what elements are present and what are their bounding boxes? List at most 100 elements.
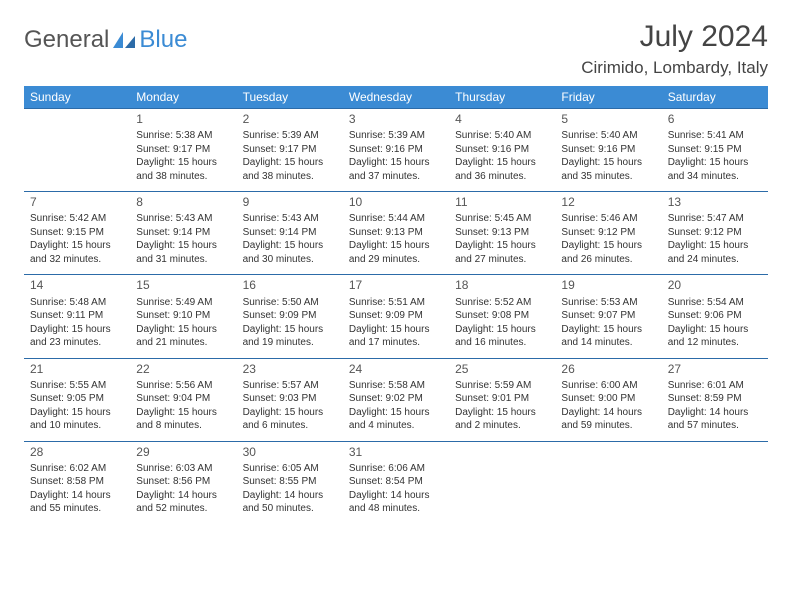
daylight-line: Daylight: 15 hours and 19 minutes.	[243, 323, 337, 350]
daylight-line: Daylight: 15 hours and 4 minutes.	[349, 406, 443, 433]
daylight-line: Daylight: 15 hours and 10 minutes.	[30, 406, 124, 433]
sunset-line: Sunset: 9:02 PM	[349, 392, 443, 406]
daylight-line: Daylight: 15 hours and 31 minutes.	[136, 239, 230, 266]
sunrise-line: Sunrise: 5:43 AM	[136, 212, 230, 226]
calendar-day-cell: 11Sunrise: 5:45 AMSunset: 9:13 PMDayligh…	[449, 192, 555, 275]
calendar-day-cell: 10Sunrise: 5:44 AMSunset: 9:13 PMDayligh…	[343, 192, 449, 275]
sunset-line: Sunset: 9:11 PM	[30, 309, 124, 323]
day-number: 8	[136, 194, 230, 210]
daylight-line: Daylight: 15 hours and 37 minutes.	[349, 156, 443, 183]
daylight-line: Daylight: 15 hours and 27 minutes.	[455, 239, 549, 266]
calendar-day-cell: 7Sunrise: 5:42 AMSunset: 9:15 PMDaylight…	[24, 192, 130, 275]
day-number: 6	[668, 111, 762, 127]
day-number: 25	[455, 361, 549, 377]
daylight-line: Daylight: 14 hours and 50 minutes.	[243, 489, 337, 516]
sunset-line: Sunset: 9:00 PM	[561, 392, 655, 406]
daylight-line: Daylight: 15 hours and 32 minutes.	[30, 239, 124, 266]
calendar-day-cell: 3Sunrise: 5:39 AMSunset: 9:16 PMDaylight…	[343, 109, 449, 192]
calendar-day-cell: 8 Sunrise: 5:43 AMSunset: 9:14 PMDaylight…	[130, 192, 236, 275]
day-number: 11	[455, 194, 549, 210]
sunset-line: Sunset: 9:09 PM	[243, 309, 337, 323]
calendar-day-cell: 18 Sunrise: 5:52 AMSunset: 9:08 PMDayligh…	[449, 275, 555, 358]
day-number: 31	[349, 444, 443, 460]
day-number: 17	[349, 277, 443, 293]
sunset-line: Sunset: 9:07 PM	[561, 309, 655, 323]
calendar-blank-cell	[24, 109, 130, 192]
calendar-day-cell: 14Sunrise: 5:48 AMSunset: 9:11 PMDayligh…	[24, 275, 130, 358]
sunset-line: Sunset: 9:17 PM	[136, 143, 230, 157]
calendar-day-cell: 2Sunrise: 5:39 AMSunset: 9:17 PMDaylight…	[237, 109, 343, 192]
weekday-header: Friday	[555, 86, 661, 109]
sunset-line: Sunset: 9:16 PM	[455, 143, 549, 157]
sunrise-line: Sunrise: 5:39 AM	[243, 129, 337, 143]
calendar-day-cell: 9Sunrise: 5:43 AMSunset: 9:14 PMDaylight…	[237, 192, 343, 275]
sunrise-line: Sunrise: 6:02 AM	[30, 462, 124, 476]
day-number: 30	[243, 444, 337, 460]
day-number: 9	[243, 194, 337, 210]
sunset-line: Sunset: 9:14 PM	[243, 226, 337, 240]
sunrise-line: Sunrise: 6:01 AM	[668, 379, 762, 393]
sunrise-line: Sunrise: 5:46 AM	[561, 212, 655, 226]
daylight-line: Daylight: 14 hours and 52 minutes.	[136, 489, 230, 516]
daylight-line: Daylight: 15 hours and 26 minutes.	[561, 239, 655, 266]
day-number: 26	[561, 361, 655, 377]
daylight-line: Daylight: 15 hours and 21 minutes.	[136, 323, 230, 350]
daylight-line: Daylight: 15 hours and 30 minutes.	[243, 239, 337, 266]
sunset-line: Sunset: 8:56 PM	[136, 475, 230, 489]
calendar-day-cell: 6Sunrise: 5:41 AMSunset: 9:15 PMDaylight…	[662, 109, 768, 192]
day-number: 5	[561, 111, 655, 127]
sunset-line: Sunset: 9:08 PM	[455, 309, 549, 323]
day-number: 2	[243, 111, 337, 127]
daylight-line: Daylight: 15 hours and 12 minutes.	[668, 323, 762, 350]
daylight-line: Daylight: 15 hours and 16 minutes.	[455, 323, 549, 350]
calendar-day-cell: 23Sunrise: 5:57 AMSunset: 9:03 PMDayligh…	[237, 358, 343, 441]
calendar-blank-cell	[662, 441, 768, 524]
sunrise-line: Sunrise: 5:42 AM	[30, 212, 124, 226]
sunrise-line: Sunrise: 5:51 AM	[349, 296, 443, 310]
sunrise-line: Sunrise: 5:49 AM	[136, 296, 230, 310]
day-number: 13	[668, 194, 762, 210]
day-number: 18	[455, 277, 549, 293]
sunrise-line: Sunrise: 5:54 AM	[668, 296, 762, 310]
brand-text-1: General	[24, 26, 109, 54]
sunset-line: Sunset: 9:17 PM	[243, 143, 337, 157]
calendar-day-cell: 1Sunrise: 5:38 AMSunset: 9:17 PMDaylight…	[130, 109, 236, 192]
sunset-line: Sunset: 9:16 PM	[349, 143, 443, 157]
sunrise-line: Sunrise: 5:40 AM	[561, 129, 655, 143]
sunrise-line: Sunrise: 6:06 AM	[349, 462, 443, 476]
sunrise-line: Sunrise: 5:47 AM	[668, 212, 762, 226]
day-number: 1	[136, 111, 230, 127]
calendar-day-cell: 24Sunrise: 5:58 AMSunset: 9:02 PMDayligh…	[343, 358, 449, 441]
weekday-header: Wednesday	[343, 86, 449, 109]
daylight-line: Daylight: 14 hours and 55 minutes.	[30, 489, 124, 516]
daylight-line: Daylight: 15 hours and 36 minutes.	[455, 156, 549, 183]
sunset-line: Sunset: 9:03 PM	[243, 392, 337, 406]
sunrise-line: Sunrise: 5:52 AM	[455, 296, 549, 310]
calendar-day-cell: 25Sunrise: 5:59 AMSunset: 9:01 PMDayligh…	[449, 358, 555, 441]
daylight-line: Daylight: 15 hours and 17 minutes.	[349, 323, 443, 350]
day-number: 15	[136, 277, 230, 293]
day-number: 14	[30, 277, 124, 293]
calendar-day-cell: 5Sunrise: 5:40 AMSunset: 9:16 PMDaylight…	[555, 109, 661, 192]
day-number: 22	[136, 361, 230, 377]
sunrise-line: Sunrise: 6:03 AM	[136, 462, 230, 476]
daylight-line: Daylight: 14 hours and 48 minutes.	[349, 489, 443, 516]
calendar-blank-cell	[555, 441, 661, 524]
daylight-line: Daylight: 14 hours and 57 minutes.	[668, 406, 762, 433]
daylight-line: Daylight: 15 hours and 6 minutes.	[243, 406, 337, 433]
daylight-line: Daylight: 14 hours and 59 minutes.	[561, 406, 655, 433]
sunset-line: Sunset: 8:55 PM	[243, 475, 337, 489]
day-number: 12	[561, 194, 655, 210]
page-title: July 2024	[581, 20, 768, 54]
sunset-line: Sunset: 9:12 PM	[561, 226, 655, 240]
sunrise-line: Sunrise: 5:39 AM	[349, 129, 443, 143]
weekday-header: Monday	[130, 86, 236, 109]
sunset-line: Sunset: 9:13 PM	[349, 226, 443, 240]
daylight-line: Daylight: 15 hours and 2 minutes.	[455, 406, 549, 433]
weekday-header: Sunday	[24, 86, 130, 109]
day-number: 29	[136, 444, 230, 460]
day-number: 20	[668, 277, 762, 293]
calendar-day-cell: 29 Sunrise: 6:03 AMSunset: 8:56 PMDayligh…	[130, 441, 236, 524]
sunset-line: Sunset: 9:14 PM	[136, 226, 230, 240]
sunset-line: Sunset: 9:10 PM	[136, 309, 230, 323]
